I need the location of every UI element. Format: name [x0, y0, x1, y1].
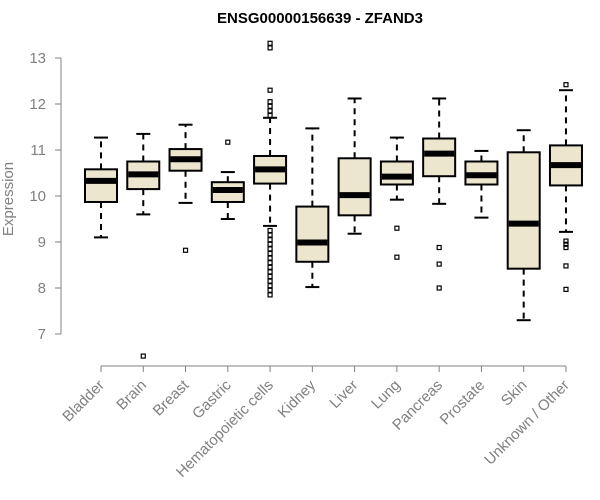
box-group [337, 97, 372, 235]
outlier-point [436, 285, 442, 291]
box [84, 168, 118, 203]
outlier-point [267, 292, 273, 298]
outlier-point [267, 246, 273, 252]
outlier-point [267, 283, 273, 289]
outlier-point [563, 263, 569, 269]
x-tick-label: Skin [498, 377, 531, 410]
box-group [422, 97, 457, 291]
outlier-point [267, 255, 273, 261]
outlier-point [267, 237, 273, 243]
y-tick-label: 8 [38, 280, 46, 297]
x-tick-label: Prostate [437, 377, 489, 429]
outlier-point [267, 112, 273, 119]
outlier-point [267, 273, 273, 280]
chart-title: ENSG00000156639 - ZFAND3 [217, 10, 423, 27]
plot-area [84, 40, 583, 359]
box [295, 205, 330, 263]
outlier-point [267, 250, 273, 257]
box-group [506, 129, 541, 322]
outlier-point [182, 247, 189, 253]
outlier-point [563, 286, 569, 292]
outlier-point [563, 244, 569, 251]
outlier-point [267, 287, 273, 293]
outlier-point [267, 232, 273, 238]
box-group [210, 139, 245, 220]
x-tick-label: Kidney [275, 376, 320, 421]
box-group [464, 149, 499, 219]
y-tick-label: 10 [29, 188, 46, 205]
outlier-point [267, 99, 273, 105]
box-group [126, 132, 161, 359]
outlier-point [267, 269, 273, 275]
y-tick-label: 9 [38, 234, 46, 251]
box [379, 160, 414, 186]
box-group [253, 40, 288, 298]
outlier-point [267, 40, 273, 46]
outlier-point [563, 238, 569, 244]
outlier-point [563, 82, 569, 88]
outlier-point [267, 108, 273, 114]
y-axis: 7 8 9 10 11 12 13 [29, 50, 62, 343]
outlier-point [563, 241, 569, 247]
box [337, 157, 372, 217]
x-tick-label: Lung [368, 377, 404, 413]
y-axis-label: Expression [0, 162, 17, 236]
x-tick-label: Brain [113, 377, 150, 414]
y-tick-label: 7 [38, 326, 46, 343]
outlier-point [394, 225, 400, 231]
outlier-point [267, 227, 273, 234]
outlier-point [267, 87, 273, 93]
outlier-point [436, 261, 442, 267]
y-tick-label: 11 [30, 142, 46, 159]
outlier-point [394, 254, 400, 260]
box-group [295, 127, 330, 289]
box [422, 137, 457, 178]
outlier-point [267, 103, 273, 109]
x-tick-label: Breast [150, 376, 193, 419]
box-group [84, 136, 118, 239]
box [506, 151, 541, 270]
x-tick-label: Bladder [59, 377, 108, 426]
y-tick-label: 13 [29, 50, 46, 67]
box-group [548, 82, 583, 292]
outlier-point [267, 278, 273, 284]
outlier-point [225, 139, 231, 145]
y-tick-label: 12 [29, 96, 46, 113]
x-tick-label: Liver [326, 377, 361, 412]
outlier-point [267, 241, 273, 247]
outlier-point [436, 244, 442, 251]
outlier-point [267, 260, 273, 266]
box-group [168, 123, 203, 253]
outlier-point [267, 45, 273, 51]
box-group [379, 136, 414, 260]
outlier-point [140, 353, 146, 359]
outlier-point [267, 264, 273, 270]
